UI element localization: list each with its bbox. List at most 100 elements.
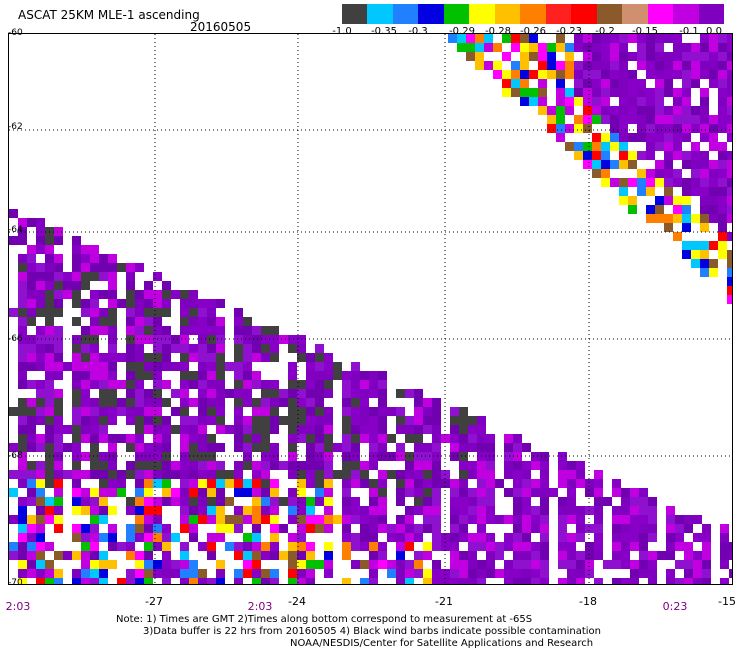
wind-cell	[153, 524, 162, 533]
wind-cell	[54, 515, 63, 524]
wind-cell	[727, 196, 732, 205]
wind-cell	[144, 407, 153, 416]
wind-cell	[234, 533, 243, 542]
wind-cell	[135, 551, 144, 560]
wind-cell	[673, 214, 682, 223]
wind-cell	[252, 371, 261, 380]
wind-cell	[81, 578, 90, 584]
wind-cell	[486, 506, 495, 515]
wind-cell	[637, 196, 646, 205]
wind-cell	[342, 452, 351, 461]
wind-cell	[135, 452, 144, 461]
wind-cell	[621, 551, 630, 560]
wind-cell	[495, 515, 504, 524]
wind-cell	[162, 335, 171, 344]
wind-cell	[9, 236, 18, 245]
wind-cell	[495, 479, 504, 488]
wind-cell	[126, 578, 135, 584]
wind-cell	[144, 506, 153, 515]
wind-cell	[180, 488, 189, 497]
wind-cell	[180, 317, 189, 326]
wind-cell	[574, 79, 583, 88]
wind-cell	[225, 497, 234, 506]
wind-cell	[522, 524, 531, 533]
wind-cell	[513, 533, 522, 542]
wind-cell	[610, 169, 619, 178]
wind-cell	[108, 380, 117, 389]
wind-cell	[369, 515, 378, 524]
wind-cell	[189, 353, 198, 362]
wind-cell	[126, 335, 135, 344]
wind-cell	[270, 353, 279, 362]
wind-cell	[619, 115, 628, 124]
wind-cell	[351, 380, 360, 389]
wind-cell	[45, 236, 54, 245]
wind-cell	[619, 196, 628, 205]
wind-cell	[306, 569, 315, 578]
wind-cell	[556, 34, 565, 43]
wind-cell	[54, 497, 63, 506]
wind-cell	[459, 452, 468, 461]
wind-cell	[378, 479, 387, 488]
wind-cell	[189, 434, 198, 443]
wind-cell	[162, 569, 171, 578]
wind-cell	[9, 443, 18, 452]
wind-cell	[414, 470, 423, 479]
wind-cell	[709, 34, 718, 43]
wind-cell	[333, 443, 342, 452]
color-scale-tick-label: -0.3	[408, 26, 428, 37]
wind-cell	[700, 124, 709, 133]
wind-cell	[144, 515, 153, 524]
wind-cell	[180, 569, 189, 578]
wind-cell	[531, 569, 540, 578]
wind-cell	[279, 497, 288, 506]
wind-cell	[540, 452, 549, 461]
wind-cell	[72, 380, 81, 389]
wind-cell	[360, 542, 369, 551]
wind-cell	[540, 479, 549, 488]
wind-cell	[180, 407, 189, 416]
wind-cell	[207, 461, 216, 470]
wind-cell	[405, 425, 414, 434]
wind-cell	[90, 425, 99, 434]
wind-cell	[414, 407, 423, 416]
wind-cell	[655, 106, 664, 115]
wind-cell	[90, 299, 99, 308]
wind-cell	[558, 506, 567, 515]
wind-cell	[198, 398, 207, 407]
wind-cell	[646, 133, 655, 142]
wind-cell	[673, 61, 682, 70]
wind-cell	[153, 389, 162, 398]
wind-cell	[637, 124, 646, 133]
wind-cell	[315, 533, 324, 542]
wind-cell	[520, 88, 529, 97]
wind-cell	[585, 560, 594, 569]
wind-cell	[207, 380, 216, 389]
wind-cell	[261, 407, 270, 416]
wind-cell	[27, 254, 36, 263]
wind-cell	[655, 79, 664, 88]
wind-cell	[682, 178, 691, 187]
wind-cell	[531, 560, 540, 569]
wind-cell	[27, 353, 36, 362]
wind-cell	[718, 169, 727, 178]
wind-cell	[297, 569, 306, 578]
wind-cell	[655, 169, 664, 178]
wind-cell	[673, 232, 682, 241]
wind-cell	[54, 578, 63, 584]
wind-cell	[628, 160, 637, 169]
wind-cell	[630, 524, 639, 533]
wind-cell	[547, 106, 556, 115]
wind-cell	[378, 560, 387, 569]
wind-cell	[144, 524, 153, 533]
wind-cell	[594, 479, 603, 488]
wind-cell	[234, 344, 243, 353]
wind-cell	[63, 425, 72, 434]
wind-cell	[252, 353, 261, 362]
wind-cell	[540, 506, 549, 515]
wind-cell	[484, 43, 493, 52]
wind-cell	[198, 533, 207, 542]
wind-cell	[477, 434, 486, 443]
wind-cell	[99, 380, 108, 389]
wind-cell	[81, 245, 90, 254]
